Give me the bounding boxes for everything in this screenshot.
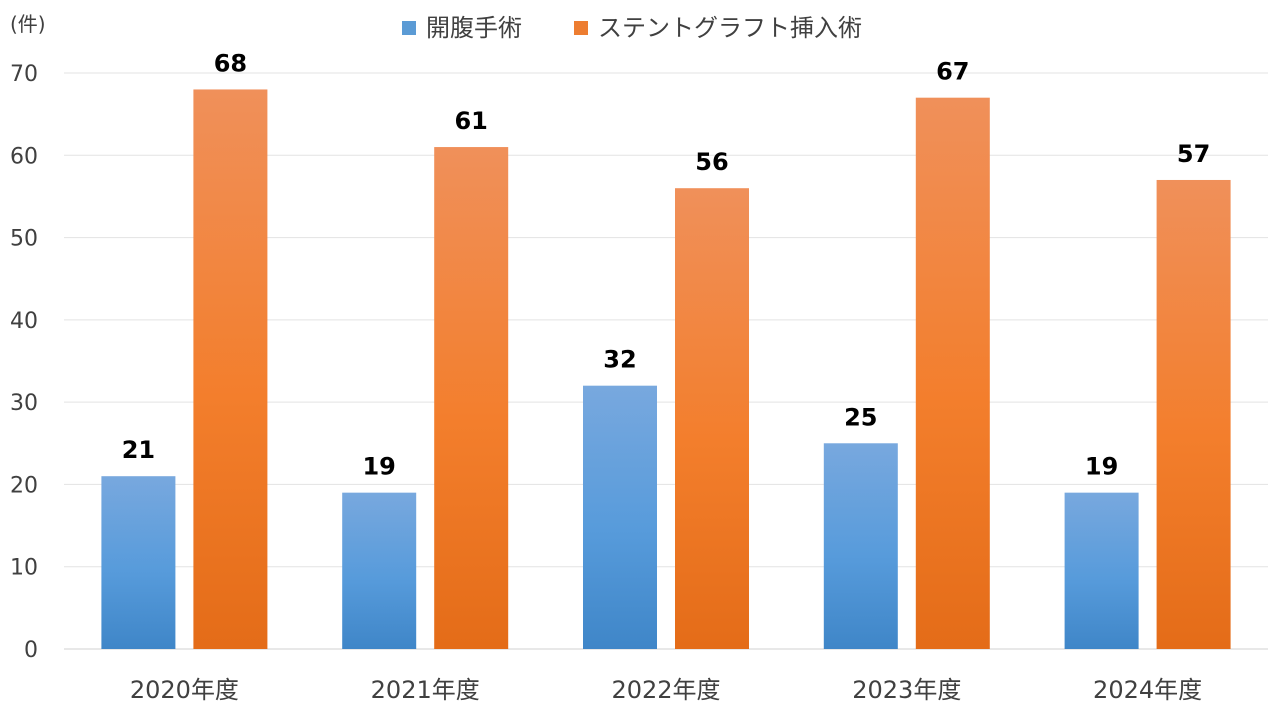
bars — [101, 89, 1231, 650]
legend: 開腹手術 ステントグラフト挿入術 — [402, 14, 862, 42]
x-tick-label: 2021年度 — [371, 676, 480, 704]
bar-open-surgery-1 — [342, 492, 417, 649]
x-tick-label: 2024年度 — [1093, 676, 1202, 704]
y-tick-label: 0 — [24, 638, 38, 663]
legend-label: 開腹手術 — [426, 14, 522, 42]
data-label: 25 — [844, 403, 877, 431]
legend-label: ステントグラフト挿入術 — [598, 14, 862, 42]
y-tick-label: 40 — [10, 309, 38, 334]
x-tick-label: 2020年度 — [130, 676, 239, 704]
legend-swatch — [402, 21, 416, 35]
y-tick-label: 60 — [10, 144, 38, 169]
bar-stent-graft-3 — [915, 97, 990, 649]
y-tick-label: 30 — [10, 391, 38, 416]
data-label: 19 — [362, 453, 395, 481]
x-tick-label: 2023年度 — [852, 676, 961, 704]
bar-open-surgery-2 — [583, 385, 657, 649]
bar-stent-graft-1 — [434, 147, 509, 650]
y-axis-unit-label: (件) — [10, 12, 46, 36]
x-tick-label: 2022年度 — [611, 676, 720, 704]
y-tick-label: 10 — [10, 556, 38, 581]
data-label: 32 — [603, 346, 636, 374]
data-label: 21 — [122, 436, 155, 464]
data-label: 56 — [695, 148, 728, 176]
y-tick-label: 50 — [10, 227, 38, 252]
y-tick-label: 20 — [10, 473, 38, 498]
bar-open-surgery-4 — [1064, 492, 1139, 649]
data-labels: 21 68 19 61 32 56 25 67 19 57 — [122, 49, 1211, 480]
data-label: 67 — [936, 58, 969, 86]
bar-stent-graft-0 — [193, 89, 268, 649]
data-label: 61 — [454, 107, 487, 135]
y-axis: 0 10 20 30 40 50 60 70 — [10, 62, 38, 663]
data-label: 68 — [214, 49, 247, 77]
bar-open-surgery-3 — [823, 443, 898, 649]
bar-stent-graft-4 — [1156, 179, 1231, 649]
legend-swatch — [574, 21, 588, 35]
data-label: 57 — [1177, 140, 1210, 168]
data-label: 19 — [1085, 453, 1118, 481]
y-tick-label: 70 — [10, 62, 38, 87]
bar-stent-graft-2 — [675, 188, 749, 649]
bar-open-surgery-0 — [101, 476, 176, 649]
x-axis: 2020年度 2021年度 2022年度 2023年度 2024年度 — [130, 676, 1202, 704]
